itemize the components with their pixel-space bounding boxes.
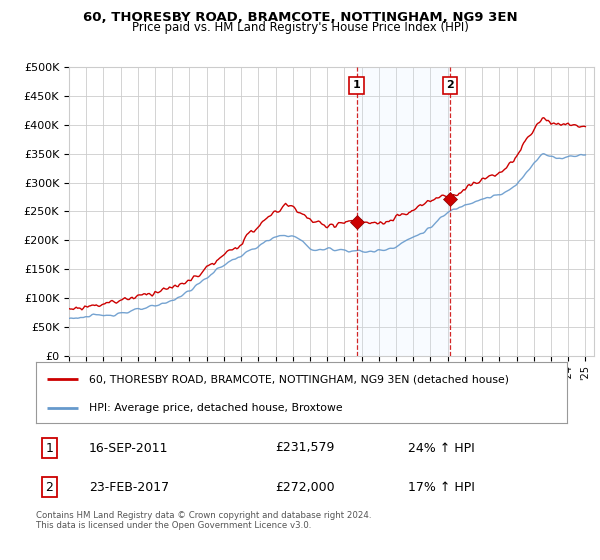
Text: 23-FEB-2017: 23-FEB-2017: [89, 480, 169, 494]
Bar: [356, 67, 450, 356]
Text: 1: 1: [353, 80, 361, 90]
Text: £231,579: £231,579: [275, 441, 334, 455]
Text: 2: 2: [446, 80, 454, 90]
Text: £272,000: £272,000: [275, 480, 335, 494]
Text: 60, THORESBY ROAD, BRAMCOTE, NOTTINGHAM, NG9 3EN: 60, THORESBY ROAD, BRAMCOTE, NOTTINGHAM,…: [83, 11, 517, 24]
Text: 1: 1: [46, 441, 53, 455]
Text: Price paid vs. HM Land Registry's House Price Index (HPI): Price paid vs. HM Land Registry's House …: [131, 21, 469, 34]
Text: 2: 2: [46, 480, 53, 494]
Text: Contains HM Land Registry data © Crown copyright and database right 2024.
This d: Contains HM Land Registry data © Crown c…: [36, 511, 371, 530]
Text: 16-SEP-2011: 16-SEP-2011: [89, 441, 169, 455]
Text: 17% ↑ HPI: 17% ↑ HPI: [408, 480, 475, 494]
Text: HPI: Average price, detached house, Broxtowe: HPI: Average price, detached house, Brox…: [89, 403, 343, 413]
Text: 24% ↑ HPI: 24% ↑ HPI: [408, 441, 475, 455]
Text: 60, THORESBY ROAD, BRAMCOTE, NOTTINGHAM, NG9 3EN (detached house): 60, THORESBY ROAD, BRAMCOTE, NOTTINGHAM,…: [89, 374, 509, 384]
